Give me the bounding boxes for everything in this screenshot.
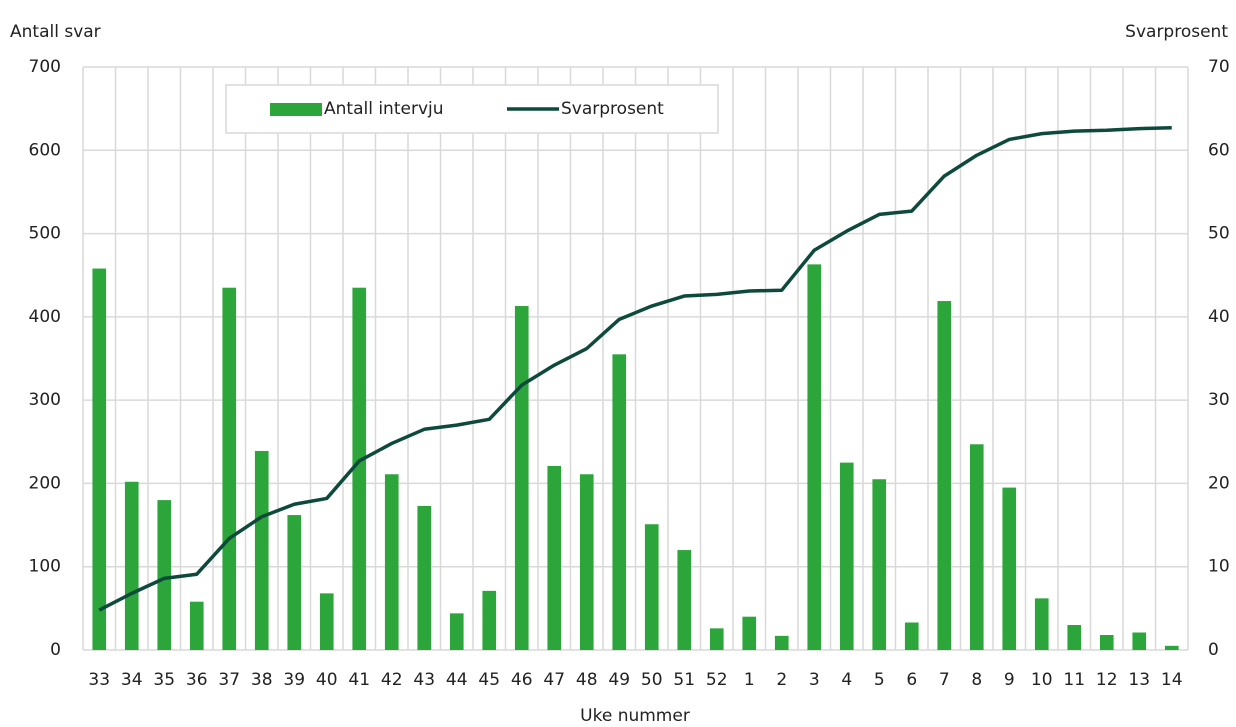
bar [92,268,107,650]
x-tick-label: 11 [1063,670,1085,690]
bar [677,550,692,650]
bar [1099,635,1114,650]
x-tick-label: 13 [1128,670,1150,690]
legend-label: Svarprosent [561,99,664,119]
bar [482,590,497,650]
y-tick-label: 100 [29,557,61,577]
y-tick-label: 500 [29,224,61,244]
y2-tick-label: 70 [1208,57,1230,77]
x-tick-label: 7 [939,670,950,690]
x-tick-label: 33 [88,670,110,690]
bar [774,635,789,650]
x-tick-label: 8 [971,670,982,690]
x-tick-label: 34 [121,670,143,690]
legend-label: Antall intervju [324,99,444,119]
x-tick-label: 3 [809,670,820,690]
x-tick-label: 36 [186,670,208,690]
bar [937,301,952,650]
x-tick-label: 37 [218,670,240,690]
x-tick-label: 47 [543,670,565,690]
x-tick-label: 14 [1161,670,1183,690]
y-tick-label: 400 [29,307,61,327]
bar [807,264,822,650]
x-tick-label: 6 [906,670,917,690]
x-tick-label: 50 [641,670,663,690]
bar [384,474,399,650]
bar [1067,625,1082,650]
bar [579,474,594,650]
bar [644,524,659,650]
bar [839,462,854,650]
y-tick-label: 700 [29,57,61,77]
x-axis-title: Uke nummer [580,706,690,726]
bar [157,500,172,650]
bar [417,505,432,650]
bar [287,515,302,650]
x-tick-label: 12 [1096,670,1118,690]
y2-tick-label: 50 [1208,224,1230,244]
x-tick-label: 4 [841,670,852,690]
bar [1164,645,1179,650]
y2-tick-label: 30 [1208,390,1230,410]
bar [547,465,562,650]
bar [319,593,334,650]
x-tick-label: 43 [413,670,435,690]
bar [612,354,627,650]
x-tick-label: 10 [1031,670,1053,690]
bar [904,622,919,650]
bar [709,628,724,650]
bar [352,287,367,650]
y2-tick-label: 0 [1208,640,1219,660]
x-tick-label: 52 [706,670,728,690]
line [98,126,1172,612]
x-tick-label: 48 [576,670,598,690]
x-tick-label: 39 [283,670,305,690]
x-tick-label: 35 [153,670,175,690]
bar [124,481,139,650]
bar [742,616,757,650]
y-tick-label: 0 [50,640,61,660]
y2-axis-title: Svarprosent [1125,22,1228,42]
bar [872,479,887,650]
y-axis-title: Antall svar [10,22,101,42]
y2-tick-label: 40 [1208,307,1230,327]
x-tick-label: 51 [673,670,695,690]
y-tick-label: 300 [29,390,61,410]
x-tick-label: 44 [446,670,468,690]
x-tick-label: 45 [478,670,500,690]
x-tick-label: 1 [744,670,755,690]
legend-swatch [270,103,322,116]
bar [969,444,984,650]
x-tick-label: 9 [1004,670,1015,690]
x-tick-label: 2 [776,670,787,690]
y-tick-label: 600 [29,140,61,160]
x-tick-label: 49 [608,670,630,690]
bar [1034,598,1049,650]
x-tick-label: 5 [874,670,885,690]
x-tick-label: 40 [316,670,338,690]
bar [1132,632,1147,650]
y2-tick-label: 60 [1208,140,1230,160]
bar [449,613,464,650]
x-tick-label: 46 [511,670,533,690]
bar [254,450,269,650]
bar [189,601,204,650]
x-tick-label: 41 [348,670,370,690]
y2-tick-label: 20 [1208,473,1230,493]
bar [514,306,529,650]
bar [1002,487,1017,650]
x-tick-label: 42 [381,670,403,690]
y-tick-label: 200 [29,473,61,493]
y2-tick-label: 10 [1208,557,1230,577]
bar [222,287,237,650]
x-tick-label: 38 [251,670,273,690]
